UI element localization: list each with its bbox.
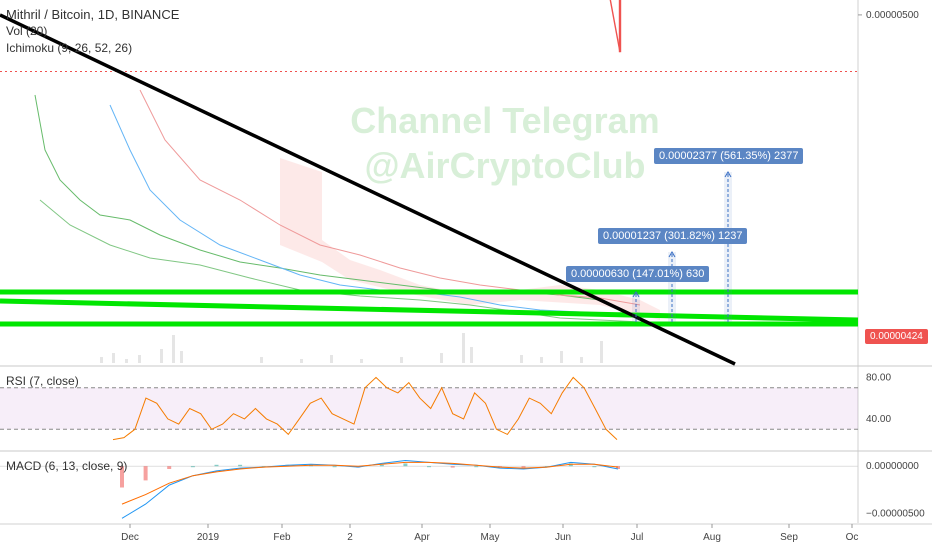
time-tick-label: Oc [846,532,859,543]
price-axis-bg [858,0,932,550]
volume-bar [300,359,303,363]
volume-bar [520,355,523,363]
watermark-line-2: @AirCryptoClub [364,145,645,186]
macd-histogram-bar [474,466,479,468]
volume-bar [160,349,163,363]
rsi-tick-label: 80.00 [866,372,891,383]
macd-line [121,459,619,519]
macd-histogram-bar [167,466,172,469]
rsi-label: RSI (7, close) [6,374,79,388]
macd-histogram-bar [450,466,455,468]
macd-histogram-bar [403,463,408,467]
rsi-band [0,387,858,430]
time-tick-label: May [481,532,500,543]
time-tick-label: Aug [703,532,721,543]
price-tick-label: 0.00000500 [866,10,919,21]
volume-bar [172,335,175,363]
macd-histogram-bar [238,464,243,467]
time-tick-label: Jul [631,532,644,543]
target-tag-3: 0.00002377 (561.35%) 2377 [654,148,804,164]
macd-histogram-bar [190,466,195,468]
macd-histogram-bar [120,466,124,488]
time-tick-label: Jun [555,532,571,543]
volume-bar [138,355,141,363]
ichimoku-legend: Ichimoku (9, 26, 52, 26) [6,41,133,55]
macd-histogram-bar [332,466,337,468]
volume-bar [360,359,363,363]
volume-bar [180,351,183,363]
macd-label: MACD (6, 13, close, 9) [6,459,128,473]
volume-bar [260,357,263,363]
macd-histogram-bar [427,466,431,468]
macd-histogram-bar [592,466,597,468]
time-tick-label: Dec [121,532,139,543]
volume-bar [600,341,603,363]
ichimoku-cloud [280,158,660,320]
macd-signal-line [121,461,619,505]
descending-trendline [0,13,736,366]
channel-mid-line [0,298,859,323]
ichimoku-conversion-line [109,104,621,315]
time-tick-label: 2 [347,532,353,543]
macd-tick-label: −0.00000500 [866,509,925,520]
time-tick-label: Feb [273,532,291,543]
time-tick-label: 2019 [197,532,220,543]
rsi-line [112,376,618,441]
macd-tick-label: 0.00000000 [866,461,919,472]
volume-bar [330,355,333,363]
macd-histogram-bar [143,466,148,481]
volume-bar [400,357,403,363]
volume-bar [580,357,583,363]
symbol-title: Mithril / Bitcoin, 1D, BINANCE [6,7,180,22]
rsi-tick-label: 40.00 [866,414,891,425]
volume-bar [125,359,128,363]
volume-bar [470,347,473,363]
volume-bar [560,351,563,363]
vol-legend: Vol (20) [6,24,48,38]
price-candle [618,0,622,53]
target-arrow-1 [632,291,640,298]
volume-bar [440,353,443,363]
target-arrow-3 [724,171,732,178]
volume-bar [462,333,465,363]
target-tag-1: 0.00000630 (147.01%) 630 [566,266,710,282]
macd-histogram-bar [379,464,384,467]
time-tick-label: Apr [414,532,430,543]
target-tag-2: 0.00001237 (301.82%) 1237 [598,228,748,244]
macd-histogram-bar [214,464,219,467]
current-price-tag: 0.00000424 [865,329,928,344]
volume-bar [100,357,103,363]
watermark-line-1: Channel Telegram [350,100,659,141]
macd-histogram-bar [616,466,620,469]
macd-histogram-bar [521,466,526,468]
volume-bar [540,357,543,363]
time-tick-label: Sep [780,532,798,543]
volume-bar [112,353,115,363]
target-arrow-2 [668,251,676,258]
